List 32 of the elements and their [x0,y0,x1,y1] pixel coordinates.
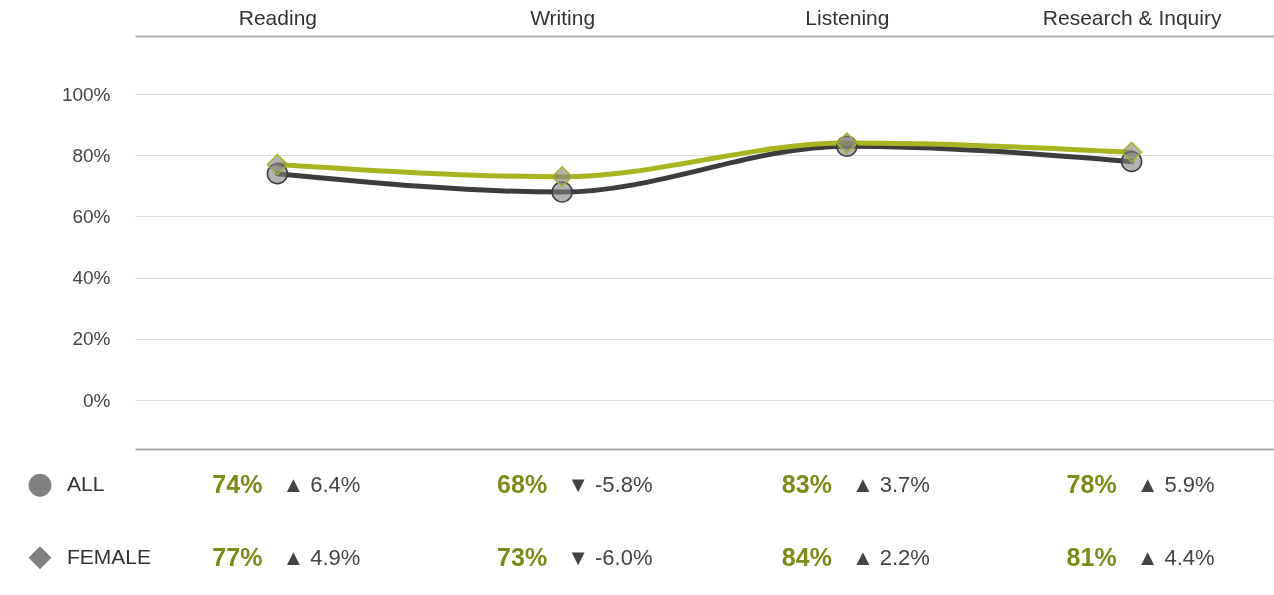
text: ▲ 4.4% [1136,544,1215,570]
data-label: 74% [212,470,263,499]
point [551,165,573,188]
y-tick-label: 0% [83,389,111,411]
x-tick-label: Listening [805,5,890,29]
x-tick-label: Research & Inquiry [1042,5,1222,29]
point [1120,141,1143,163]
legend-label: ALL [67,472,105,496]
data-label: 81% [1066,542,1117,571]
data-label: 68% [497,470,548,499]
text: ▲ 6.4% [282,472,361,498]
text: ▲ 2.2% [851,544,930,570]
x-tick-label: Reading [238,5,317,29]
y-tick-label: 40% [72,267,111,289]
point [266,153,289,176]
legend-label: FEMALE [67,544,152,568]
text: ▼ -6.0% [567,544,653,570]
y-tick-label: 60% [72,206,111,227]
text: ▲ 4.9% [282,544,361,570]
y-tick-label: 20% [72,328,111,350]
data-label: 78% [1066,470,1117,499]
text: ▼ -5.8% [567,472,653,498]
point [551,181,573,203]
data-label: 73% [497,542,548,571]
x-tick-label: Writing [530,5,596,29]
data-label: 83% [781,470,832,499]
y-tick-label: 80% [72,144,111,166]
text: ▲ 3.7% [851,472,930,498]
data-label: 84% [781,542,832,571]
data-label: 77% [212,542,263,571]
text: ▲ 5.9% [1136,472,1215,498]
y-tick-label: 100% [61,83,111,105]
